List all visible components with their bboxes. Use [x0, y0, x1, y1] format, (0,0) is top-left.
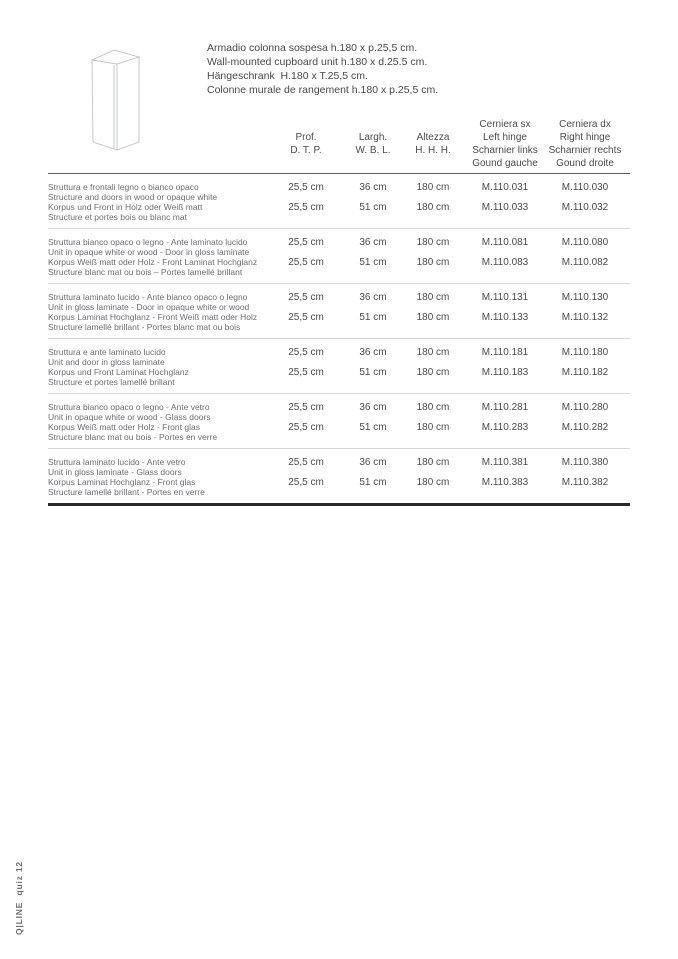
table-row-group: Struttura e ante laminato lucido Unit an… [48, 339, 630, 394]
product-description: Struttura bianco opaco o legno - Ante ve… [48, 402, 218, 442]
cell-width: 36 cm 51 cm [359, 457, 387, 488]
cell-width: 36 cm 51 cm [359, 292, 387, 323]
cell-right-hinge-code: M.110.030 M.110.032 [561, 182, 609, 213]
cell-height: 180 cm 180 cm [416, 347, 450, 378]
product-heading-en: Wall-mounted cupboard unit h.180 x d.25.… [207, 56, 428, 68]
table-row-group: Struttura laminato lucido - Ante vetro U… [48, 449, 630, 506]
cabinet-illustration [78, 38, 152, 163]
cell-right-hinge-code: M.110.280 M.110.282 [561, 402, 609, 433]
cell-left-hinge-code: M.110.081 M.110.083 [481, 237, 529, 268]
product-description: Struttura e ante laminato lucido Unit an… [48, 347, 189, 387]
cell-left-hinge-code: M.110.181 M.110.183 [481, 347, 529, 378]
cell-height: 180 cm 180 cm [416, 457, 450, 488]
cell-width: 36 cm 51 cm [359, 347, 387, 378]
cell-right-hinge-code: M.110.380 M.110.382 [561, 457, 609, 488]
product-heading-it: Armadio colonna sospesa h.180 x p.25,5 c… [207, 42, 418, 54]
cabinet-line-drawing [90, 49, 141, 151]
cell-left-hinge-code: M.110.281 M.110.283 [481, 402, 529, 433]
col-header-height: Altezza H. H. H. [415, 132, 451, 156]
spec-table: Prof. D. T. P. Largh. W. B. L. Altezza H… [48, 118, 630, 506]
product-heading: Armadio colonna sospesa h.180 x p.25,5 c… [207, 41, 438, 97]
cell-height: 180 cm 180 cm [416, 182, 450, 213]
cell-right-hinge-code: M.110.080 M.110.082 [561, 237, 609, 268]
cell-width: 36 cm 51 cm [359, 182, 387, 213]
cell-width: 36 cm 51 cm [359, 402, 387, 433]
cell-depth: 25,5 cm 25,5 cm [288, 292, 324, 323]
cell-left-hinge-code: M.110.131 M.110.133 [481, 292, 529, 323]
col-header-depth: Prof. D. T. P. [290, 132, 322, 156]
col-header-left-hinge: Cerniera sx Left hinge Scharnier links G… [472, 119, 538, 169]
col-header-right-hinge: Cerniera dx Right hinge Scharnier rechts… [548, 119, 622, 169]
product-description: Struttura e frontali legno o bianco opac… [48, 182, 218, 222]
page-footer-brand: Q|LINE quiz 12 [14, 861, 24, 935]
table-row-group: Struttura bianco opaco o legno - Ante ve… [48, 394, 630, 449]
cell-depth: 25,5 cm 25,5 cm [288, 347, 324, 378]
cell-left-hinge-code: M.110.381 M.110.383 [481, 457, 529, 488]
product-description: Struttura laminato lucido - Ante vetro U… [48, 457, 205, 497]
cell-depth: 25,5 cm 25,5 cm [288, 457, 324, 488]
cell-height: 180 cm 180 cm [416, 402, 450, 433]
cell-depth: 25,5 cm 25,5 cm [288, 182, 324, 213]
table-row-group: Struttura bianco opaco o legno - Ante la… [48, 229, 630, 284]
product-description: Struttura laminato lucido - Ante bianco … [48, 292, 258, 332]
cell-left-hinge-code: M.110.031 M.110.033 [481, 182, 529, 213]
table-row-group: Struttura e frontali legno o bianco opac… [48, 174, 630, 229]
cell-height: 180 cm 180 cm [416, 237, 450, 268]
table-header-row: Prof. D. T. P. Largh. W. B. L. Altezza H… [48, 118, 630, 174]
cell-right-hinge-code: M.110.130 M.110.132 [561, 292, 609, 323]
cell-height: 180 cm 180 cm [416, 292, 450, 323]
col-header-width: Largh. W. B. L. [355, 132, 391, 156]
cell-depth: 25,5 cm 25,5 cm [288, 237, 324, 268]
cell-right-hinge-code: M.110.180 M.110.182 [561, 347, 609, 378]
cell-depth: 25,5 cm 25,5 cm [288, 402, 324, 433]
table-row-group: Struttura laminato lucido - Ante bianco … [48, 284, 630, 339]
cell-width: 36 cm 51 cm [359, 237, 387, 268]
product-heading-fr: Colonne murale de rangement h.180 x p.25… [207, 84, 439, 96]
product-heading-de: Hängeschrank H.180 x T.25,5 cm. [207, 70, 368, 82]
product-description: Struttura bianco opaco o legno - Ante la… [48, 237, 258, 277]
